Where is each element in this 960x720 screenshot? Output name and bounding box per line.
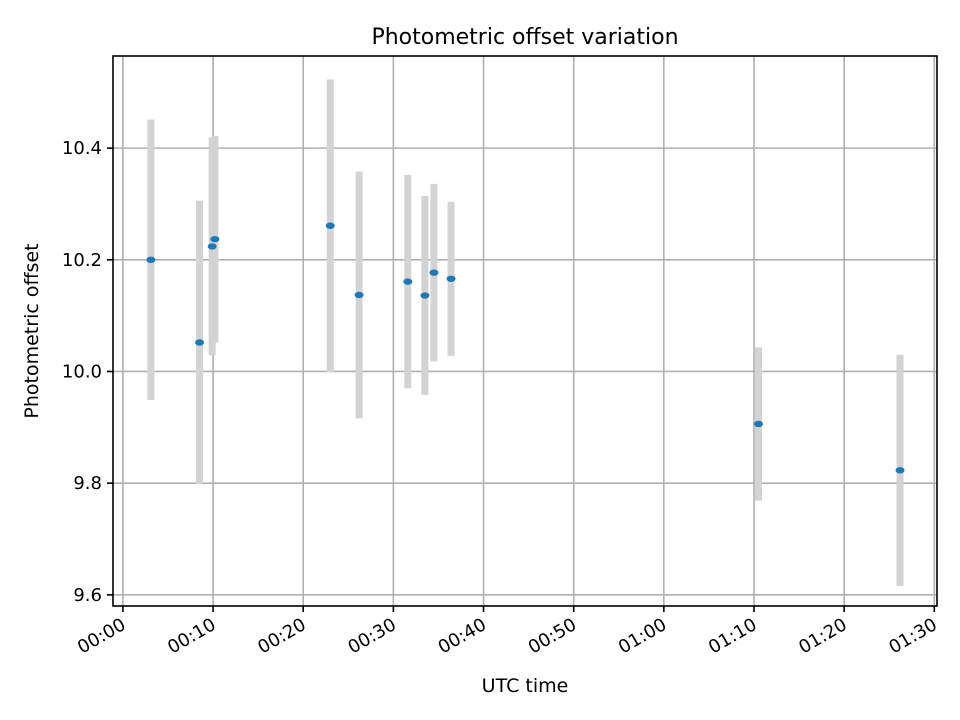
y-tick-label: 9.8 [73, 473, 102, 494]
point-layer [146, 222, 905, 474]
data-point [403, 278, 413, 285]
data-point [210, 235, 220, 243]
y-tick-label: 10.4 [62, 138, 102, 159]
data-point [429, 269, 439, 276]
data-point [446, 275, 456, 282]
chart-title: Photometric offset variation [371, 25, 678, 50]
grid-layer [113, 56, 937, 606]
plot-frame [112, 55, 938, 607]
data-point [207, 243, 217, 250]
data-point [895, 467, 905, 474]
data-point [753, 420, 763, 428]
data-point [420, 292, 430, 299]
data-point [195, 339, 205, 346]
y-tick-label: 10.2 [62, 250, 102, 271]
data-point [325, 222, 335, 229]
y-tick-label: 9.6 [73, 585, 102, 606]
y-axis-label: Photometric offset [21, 243, 43, 418]
data-point [146, 256, 156, 264]
data-point [354, 291, 364, 299]
x-axis-label: UTC time [482, 675, 569, 697]
y-tick-label: 10.0 [62, 361, 102, 382]
